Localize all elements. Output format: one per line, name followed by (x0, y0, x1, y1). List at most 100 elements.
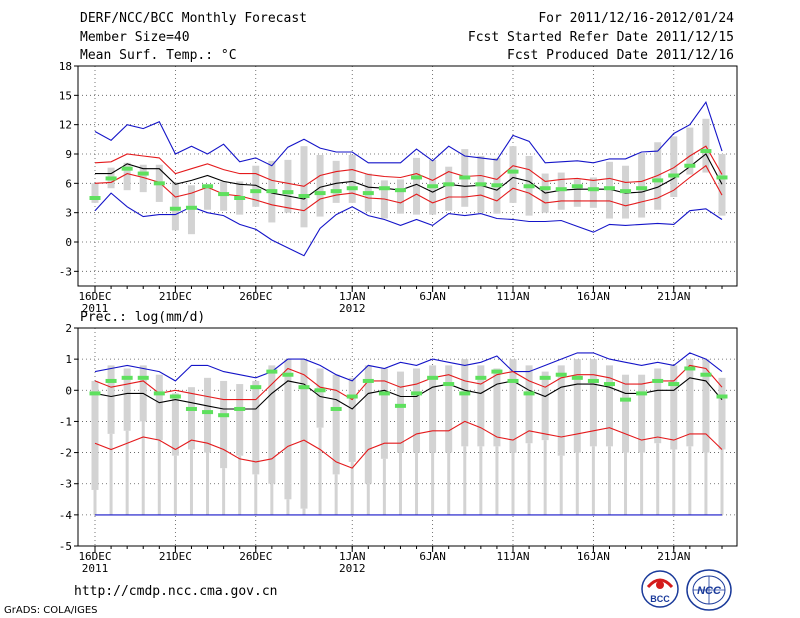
panel1-median-marker (684, 163, 696, 168)
panel2-whisker (431, 452, 435, 515)
panel2-box (589, 359, 597, 447)
panel2-median-marker (475, 375, 487, 380)
panel1-median-marker (636, 186, 648, 191)
panel2-box (220, 380, 228, 469)
panel2-y-tick-label: 1 (65, 353, 72, 366)
panel2-median-marker (218, 413, 230, 418)
panel2-box (204, 377, 212, 453)
panel2-median-marker (153, 391, 165, 396)
precip-panel-title: Prec.: log(mm/d) (80, 310, 206, 325)
forecast-period: For 2011/12/16-2012/01/24 (538, 11, 734, 26)
panel2-median-marker (378, 391, 390, 396)
panel1-box (445, 166, 453, 211)
svg-text:BCC: BCC (650, 594, 670, 604)
panel1-x-tick-label: 26DEC (239, 290, 272, 303)
panel2-y-tick-label: -4 (59, 509, 73, 522)
panel1-ens-mean-line (95, 153, 723, 200)
panel1-median-marker (475, 182, 487, 187)
panel1-median-marker (394, 188, 406, 193)
panel2-box (429, 365, 437, 453)
panel2-box (396, 371, 404, 453)
panel2-y-tick-label: -5 (59, 540, 72, 553)
panel2-box (573, 359, 581, 453)
panel2-box (268, 365, 276, 484)
panel2-whisker (286, 499, 290, 515)
panel2-whisker (93, 489, 97, 515)
panel2-x-tick-label: 21DEC (159, 550, 192, 563)
panel2-plus-sd-line (94, 364, 723, 401)
panel1-x-tick-label: 6JAN (419, 290, 446, 303)
panel1-median-marker (250, 189, 262, 194)
panel2-maximum-line (94, 352, 723, 382)
panel1-box (638, 153, 646, 218)
panel2-median-marker (282, 372, 294, 377)
panel2-median-marker (394, 403, 406, 408)
panel2-x-tick-label: 16JAN (577, 550, 610, 563)
panel2-y-tick-label: 2 (65, 322, 72, 335)
panel2-year-label: 2011 (82, 562, 109, 575)
panel2-whisker (447, 452, 451, 515)
panel2-x-tick-label: 6JAN (419, 550, 446, 563)
panel1-median-marker (298, 194, 310, 199)
panel2-box (654, 368, 662, 444)
panel2-box (461, 359, 469, 447)
panel2-median-marker (443, 382, 455, 387)
panel2-median-marker (89, 391, 101, 396)
panel2-box (348, 377, 356, 462)
panel2-y-tick-label: -3 (59, 478, 72, 491)
panel2-y-tick-label: -1 (59, 415, 72, 428)
panel2-median-marker (507, 378, 519, 383)
panel1-median-marker (314, 191, 326, 196)
panel1-median-marker (121, 166, 133, 171)
panel1-median-marker (346, 186, 358, 191)
panel2-median-marker (636, 391, 648, 396)
panel1-box (509, 146, 517, 203)
panel2-whisker (511, 452, 515, 515)
panel2-box (171, 393, 179, 456)
panel2-whisker (350, 461, 354, 515)
ncc-logo: NCC (686, 569, 732, 611)
panel2-box (622, 374, 630, 453)
panel1-box (284, 159, 292, 213)
panel2-whisker (366, 483, 370, 515)
panel1-median-marker (443, 182, 455, 187)
panel2-whisker (173, 455, 177, 515)
panel2-median-marker (571, 375, 583, 380)
panel2-median-marker (555, 372, 567, 377)
panel1-y-tick-label: 0 (65, 236, 72, 249)
panel2-whisker (157, 440, 161, 515)
panel2-whisker (302, 508, 306, 515)
panel1-median-marker (234, 196, 246, 200)
panel1-box (123, 162, 131, 191)
panel1-median-marker (169, 206, 181, 211)
chart-title: DERF/NCC/BCC Monthly Forecast (80, 11, 307, 26)
svg-text:NCC: NCC (697, 585, 722, 597)
panel2-box (316, 368, 324, 428)
panel2-median-marker (668, 382, 680, 387)
panel2-box (686, 359, 694, 447)
panel1-median-marker (185, 205, 197, 210)
panel2-whisker (495, 446, 499, 515)
panel2-y-tick-label: -2 (59, 447, 72, 460)
panel2-median-marker (362, 378, 374, 383)
panel1-median-marker (427, 184, 439, 189)
panel1-box (316, 154, 324, 217)
panel2-whisker (575, 452, 579, 515)
panel1-y-tick-label: 12 (59, 119, 72, 132)
panel2-box (638, 374, 646, 453)
panel2-median-marker (137, 375, 149, 380)
panel1-median-marker (539, 186, 551, 191)
panel2-median-marker (298, 385, 310, 390)
website-url[interactable]: http://cmdp.ncc.cma.gov.cn (74, 584, 278, 599)
panel1-box (686, 127, 694, 175)
panel1-median-marker (523, 184, 535, 189)
panel2-x-tick-label: 16DEC (78, 550, 111, 563)
panel2-box (509, 359, 517, 453)
panel1-y-tick-label: 3 (65, 207, 72, 220)
panel2-box (380, 368, 388, 459)
panel1-median-marker (105, 176, 117, 181)
panel1-median-marker (153, 181, 165, 186)
panel2-median-marker (105, 378, 117, 383)
panel2-whisker (334, 474, 338, 515)
panel2-box (236, 384, 244, 456)
